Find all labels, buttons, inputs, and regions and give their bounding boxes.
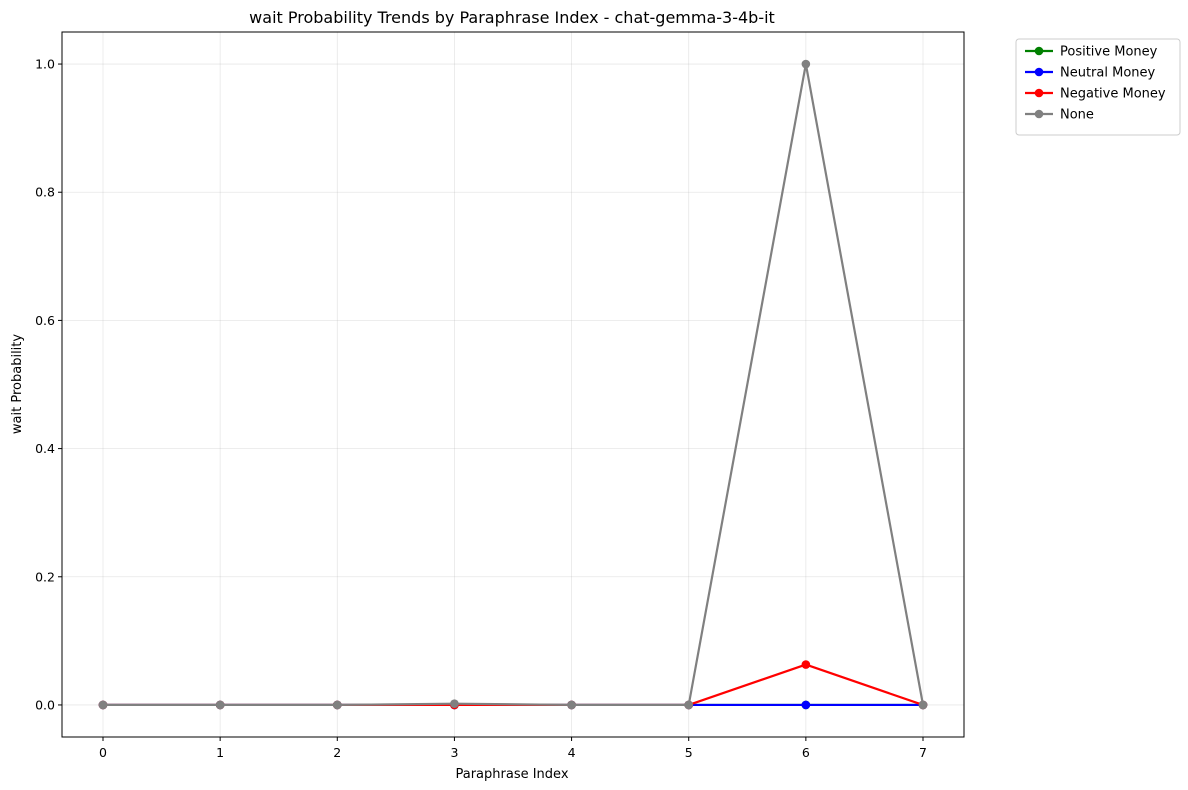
- x-tick-label: 4: [568, 745, 576, 760]
- series-none: [98, 59, 928, 710]
- x-tick-label: 1: [216, 745, 224, 760]
- legend-label: Positive Money: [1060, 45, 1158, 60]
- x-tick-label: 3: [450, 745, 458, 760]
- chart-title: wait Probability Trends by Paraphrase In…: [249, 8, 775, 27]
- data-point: [450, 699, 459, 708]
- x-tick-label: 2: [333, 745, 341, 760]
- legend-item: Negative Money: [1025, 87, 1166, 102]
- data-point: [801, 59, 811, 69]
- legend-item: None: [1025, 108, 1094, 123]
- legend-marker: [1034, 46, 1044, 56]
- data-point: [684, 700, 694, 710]
- x-axis-label: Paraphrase Index: [455, 767, 568, 782]
- series-line: [103, 663, 924, 707]
- y-tick-label: 0.2: [35, 569, 55, 584]
- y-tick-label: 1.0: [35, 57, 55, 72]
- x-tick-label: 5: [685, 745, 693, 760]
- legend-marker: [1034, 109, 1044, 119]
- y-tick-label: 0.6: [35, 313, 55, 328]
- y-axis-label: wait Probability: [10, 334, 25, 434]
- x-tick-label: 0: [99, 745, 107, 760]
- y-tick-label: 0.8: [35, 185, 55, 200]
- data-point: [332, 700, 342, 710]
- legend-marker: [1034, 67, 1044, 77]
- data-point: [215, 700, 225, 710]
- y-tick-label: 0.4: [35, 441, 55, 456]
- x-axis: 0 1 2 3 4 5 6 7: [99, 737, 927, 760]
- legend-label: Negative Money: [1060, 87, 1166, 102]
- series-layer: [98, 59, 928, 710]
- legend-label: Neutral Money: [1060, 66, 1156, 81]
- legend-marker: [1034, 88, 1044, 98]
- data-point: [801, 700, 811, 710]
- data-point: [801, 660, 811, 669]
- data-point: [918, 700, 928, 710]
- data-point: [567, 700, 576, 710]
- plot-frame: [61, 31, 965, 738]
- x-tick-label: 7: [919, 745, 927, 760]
- grid: [62, 32, 964, 737]
- x-tick-label: 6: [802, 745, 810, 760]
- legend-item: Neutral Money: [1025, 66, 1156, 81]
- y-axis: 0.0 0.2 0.4 0.6 0.8 1.0: [35, 57, 62, 712]
- legend: Positive Money Neutral Money Negative Mone…: [1015, 38, 1181, 136]
- legend-label: None: [1060, 108, 1094, 123]
- legend-box: [1015, 38, 1181, 136]
- legend-item: Positive Money: [1025, 45, 1158, 60]
- y-tick-label: 0.0: [35, 697, 55, 712]
- series-line: [103, 62, 925, 707]
- data-point: [98, 700, 108, 710]
